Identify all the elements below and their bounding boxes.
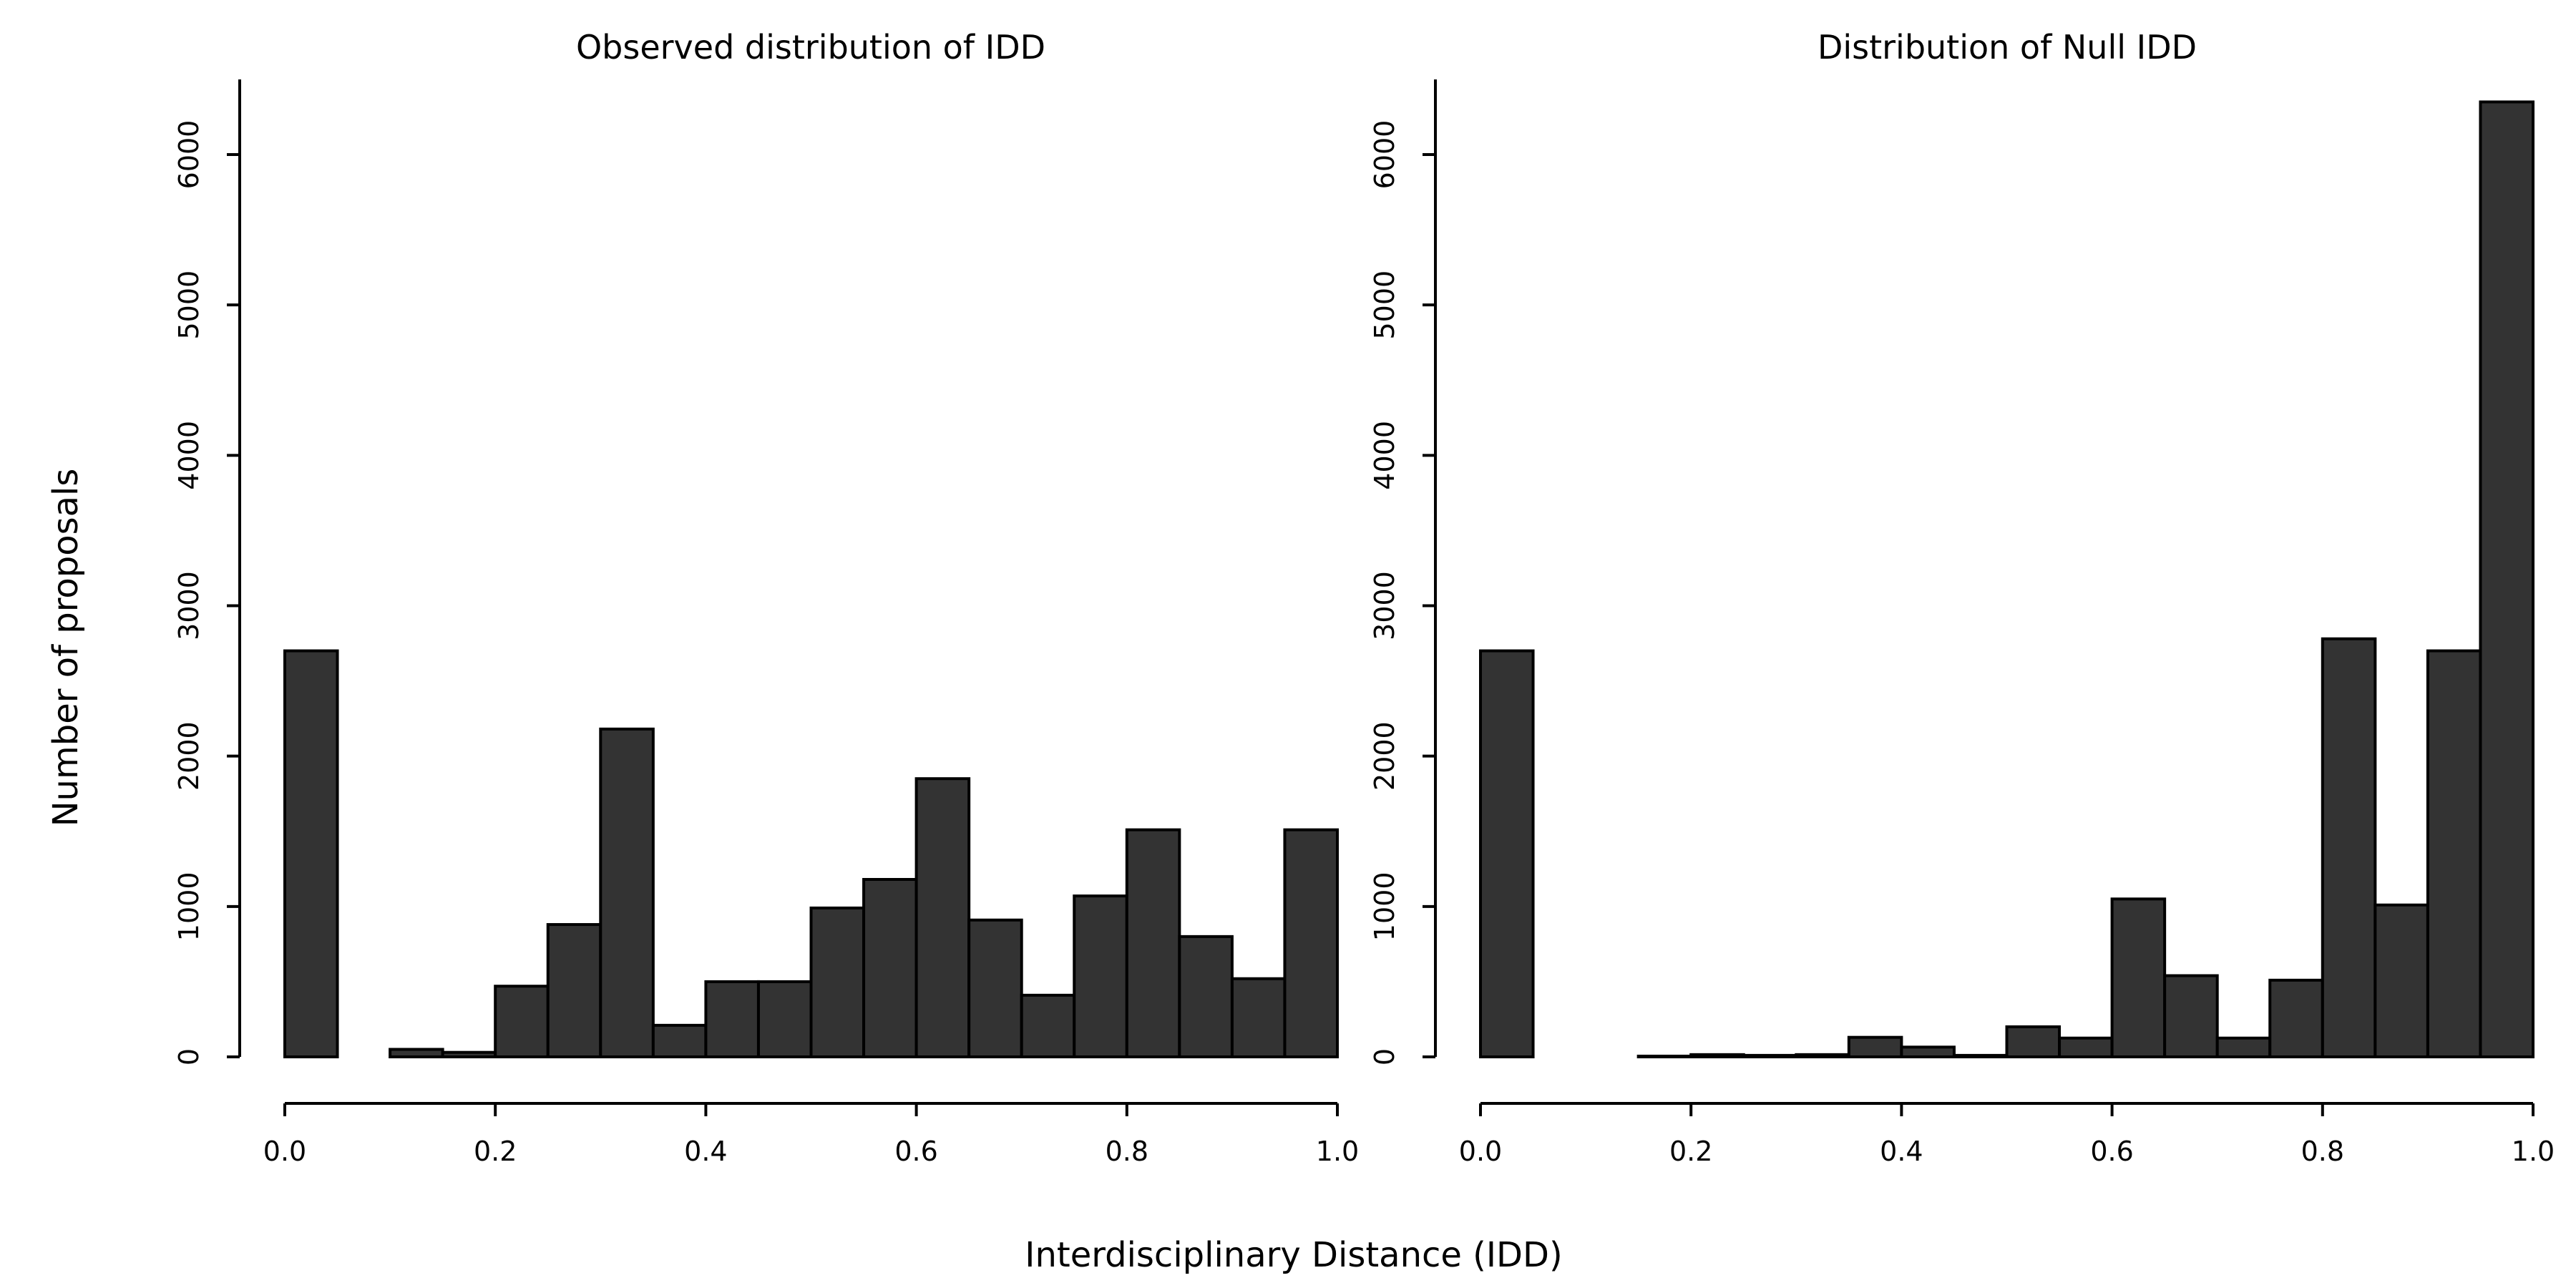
observed-idd-y-tick-label-3: 3000 <box>173 571 205 640</box>
observed-idd-bar-9 <box>756 980 813 1058</box>
observed-idd-x-tick-label-4: 0.8 <box>1106 1136 1148 1167</box>
null-idd-bar-15 <box>2268 978 2324 1058</box>
null-idd-bar-18 <box>2426 649 2482 1058</box>
null-idd-panel: Distribution of Null IDD 0 1000 2000 3000 40… <box>1369 28 2555 1167</box>
observed-idd-bar-11 <box>862 878 918 1058</box>
null-idd-bar-19 <box>2479 100 2534 1059</box>
observed-idd-bar-12 <box>914 777 971 1058</box>
observed-idd-bar-0 <box>283 649 339 1058</box>
observed-idd-bar-16 <box>1125 828 1181 1058</box>
observed-idd-x-tick-label-2: 0.4 <box>684 1136 727 1167</box>
null-idd-bar-3 <box>1636 1054 1693 1059</box>
null-idd-bar-8 <box>1900 1045 1956 1058</box>
observed-idd-y-tick-label-6: 6000 <box>173 120 205 190</box>
null-idd-bar-10 <box>2005 1025 2062 1059</box>
observed-idd-x-axis: 0.0 0.2 0.4 0.6 0.8 1.0 <box>263 1102 1359 1167</box>
observed-idd-bar-13 <box>967 918 1023 1058</box>
null-idd-bar-12 <box>2110 897 2167 1058</box>
null-idd-bar-5 <box>1742 1053 1798 1058</box>
observed-idd-bar-8 <box>704 980 760 1058</box>
observed-idd-bar-14 <box>1020 993 1076 1058</box>
null-idd-bar-7 <box>1847 1035 1903 1059</box>
observed-idd-x-tick-label-0: 0.0 <box>263 1136 306 1167</box>
null-idd-y-tick-label-5: 5000 <box>1369 270 1400 340</box>
null-idd-x-tick-label-3: 0.6 <box>2090 1136 2133 1167</box>
null-idd-bar-16 <box>2321 637 2377 1058</box>
observed-idd-bar-2 <box>389 1048 444 1059</box>
null-idd-bars <box>1479 100 2534 1059</box>
y-axis-label: Number of proposals <box>46 469 86 827</box>
null-idd-x-tick-label-5: 1.0 <box>2512 1136 2555 1167</box>
observed-idd-bar-18 <box>1230 977 1287 1059</box>
observed-idd-panel: Observed distribution of IDD 0 1000 2000 30… <box>173 28 1359 1167</box>
observed-idd-bar-15 <box>1073 894 1128 1059</box>
observed-idd-y-tick-label-0: 0 <box>173 1048 205 1065</box>
observed-idd-bar-6 <box>599 727 655 1058</box>
observed-idd-bar-17 <box>1178 935 1234 1059</box>
observed-idd-y-tick-label-2: 2000 <box>173 721 205 791</box>
null-idd-bar-9 <box>1952 1053 2009 1058</box>
observed-idd-bar-4 <box>494 985 550 1059</box>
null-idd-bar-14 <box>2215 1036 2272 1058</box>
null-idd-y-tick-label-6: 6000 <box>1369 120 1400 190</box>
null-idd-y-tick-label-0: 0 <box>1369 1048 1400 1065</box>
null-idd-y-axis: 0 1000 2000 3000 4000 5000 6000 <box>1369 79 1437 1065</box>
observed-idd-bar-5 <box>546 923 602 1059</box>
null-idd-x-tick-label-1: 0.2 <box>1669 1136 1712 1167</box>
null-idd-bar-11 <box>2058 1036 2114 1058</box>
null-idd-y-tick-label-3: 3000 <box>1369 571 1400 640</box>
observed-idd-bar-10 <box>809 906 866 1059</box>
null-idd-y-tick-label-4: 4000 <box>1369 421 1400 490</box>
null-idd-y-tick-label-1: 1000 <box>1369 872 1400 941</box>
null-idd-x-axis: 0.0 0.2 0.4 0.6 0.8 1.0 <box>1459 1102 2555 1167</box>
observed-idd-y-axis: 0 1000 2000 3000 4000 5000 6000 <box>173 79 241 1065</box>
null-idd-title: Distribution of Null IDD <box>1818 28 2197 67</box>
observed-idd-x-tick-label-1: 0.2 <box>474 1136 517 1167</box>
null-idd-x-tick-label-2: 0.4 <box>1880 1136 1923 1167</box>
observed-idd-x-tick-label-3: 0.6 <box>894 1136 937 1167</box>
x-axis-label: Interdisciplinary Distance (IDD) <box>1025 1235 1562 1275</box>
observed-idd-bar-7 <box>651 1023 708 1058</box>
observed-idd-bar-19 <box>1283 828 1339 1058</box>
observed-idd-y-tick-label-5: 5000 <box>173 270 205 340</box>
observed-idd-bars <box>283 649 1339 1059</box>
observed-idd-y-tick-label-4: 4000 <box>173 421 205 490</box>
null-idd-y-tick-label-2: 2000 <box>1369 721 1400 791</box>
null-idd-bar-13 <box>2163 974 2219 1059</box>
observed-idd-title: Observed distribution of IDD <box>576 28 1045 67</box>
null-idd-x-tick-label-0: 0.0 <box>1459 1136 1502 1167</box>
null-idd-bar-0 <box>1479 649 1535 1058</box>
observed-idd-bar-3 <box>441 1050 497 1058</box>
null-idd-bar-4 <box>1689 1053 1745 1059</box>
null-idd-bar-17 <box>2373 903 2429 1059</box>
null-idd-bar-6 <box>1795 1053 1850 1059</box>
observed-idd-y-tick-label-1: 1000 <box>173 872 205 941</box>
null-idd-x-tick-label-4: 0.8 <box>2301 1136 2344 1167</box>
observed-idd-x-tick-label-5: 1.0 <box>1316 1136 1359 1167</box>
